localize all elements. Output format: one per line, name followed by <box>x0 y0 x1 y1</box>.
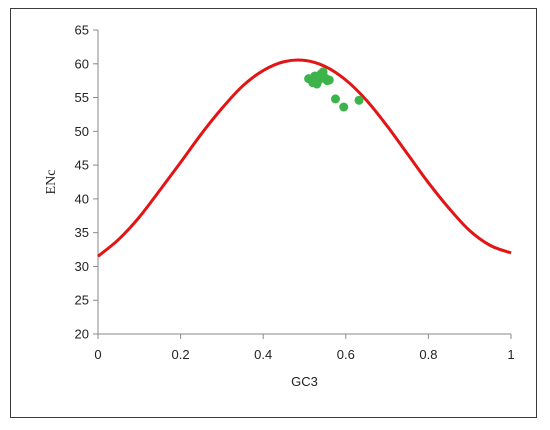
y-tick-label: 25 <box>75 293 89 308</box>
axes <box>97 30 511 335</box>
ticks: 20 25 30 35 40 45 50 55 60 65 0 0.2 0.4 0.6 0.8 1 <box>75 23 515 363</box>
series <box>97 58 512 258</box>
data-point <box>339 102 349 112</box>
y-tick-label: 45 <box>75 158 89 173</box>
y-tick-label: 50 <box>75 124 89 139</box>
x-tick-label: 0 <box>94 347 101 362</box>
data-point <box>354 95 364 105</box>
x-axis-title: GC3 <box>291 374 318 389</box>
data-point <box>324 75 334 85</box>
x-tick-label: 0.8 <box>419 347 437 362</box>
y-tick-label: 30 <box>75 259 89 274</box>
chart-frame: 20 25 30 35 40 45 50 55 60 65 0 0.2 0.4 0.6 0.8 1 GC3 E… <box>10 8 537 418</box>
x-tick-label: 1 <box>507 347 514 362</box>
y-tick-label: 35 <box>75 225 89 240</box>
data-point <box>330 94 340 104</box>
expected-enc-curve <box>97 58 512 258</box>
x-tick-label: 0.2 <box>172 347 190 362</box>
y-tick-label: 55 <box>75 90 89 105</box>
x-tick-label: 0.6 <box>337 347 355 362</box>
x-tick-label: 0.4 <box>254 347 272 362</box>
y-tick-label: 40 <box>75 191 89 206</box>
y-tick-label: 60 <box>75 56 89 71</box>
y-tick-label: 65 <box>75 23 89 38</box>
y-axis-title: ENc <box>44 170 59 195</box>
y-tick-label: 20 <box>75 327 89 342</box>
chart-svg: 20 25 30 35 40 45 50 55 60 65 0 0.2 0.4 0.6 0.8 1 GC3 E… <box>44 23 515 390</box>
